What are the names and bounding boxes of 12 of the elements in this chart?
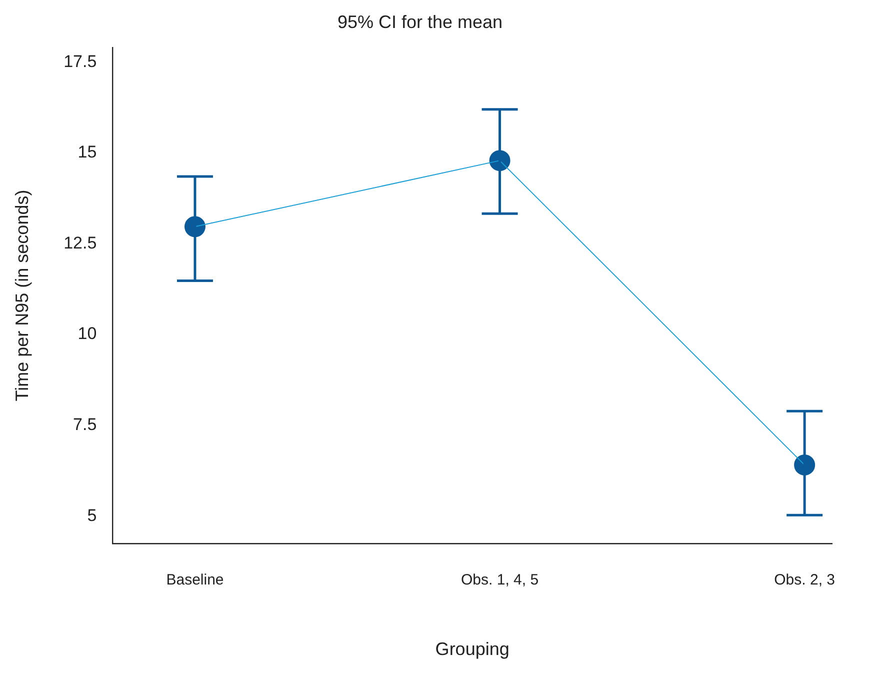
x-tick-label: Obs. 1, 4, 5 bbox=[461, 572, 539, 589]
y-tick-label: 17.5 bbox=[64, 52, 97, 71]
chart-title: 95% CI for the mean bbox=[337, 12, 503, 32]
y-tick-label: 10 bbox=[78, 324, 97, 344]
y-tick-label: 7.5 bbox=[73, 415, 97, 434]
x-tick-label: Obs. 2, 3 bbox=[774, 572, 836, 589]
y-tick-label: 15 bbox=[78, 142, 97, 162]
x-tick-label: Baseline bbox=[166, 572, 224, 589]
y-axis-title: Time per N95 (in seconds) bbox=[12, 190, 32, 402]
y-tick-label: 12.5 bbox=[64, 233, 97, 252]
y-tick-label: 5 bbox=[87, 506, 97, 525]
x-axis-title: Grouping bbox=[435, 639, 510, 660]
